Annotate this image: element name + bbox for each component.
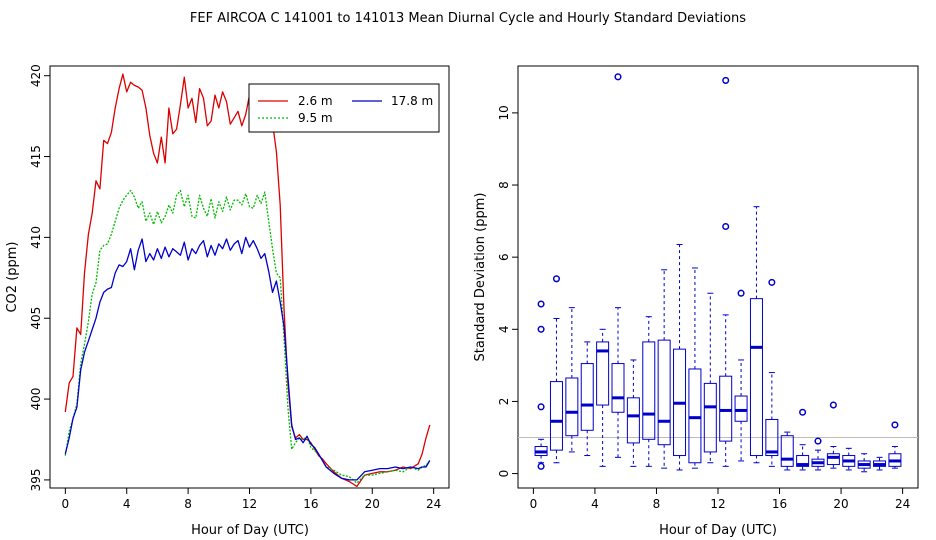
right-x-tick-label-20: 20 <box>833 497 848 511</box>
legend: 2.6 m 9.5 m 17.8 m <box>248 83 440 133</box>
box-hour-4-5 <box>596 341 610 406</box>
box-hour-10-5 <box>688 368 702 464</box>
box-hour-17-5 <box>796 455 810 467</box>
left-x-tick-label-12: 12 <box>242 497 257 511</box>
outlier-hour-0-5-2 <box>537 403 545 411</box>
co2-line-chart: 0 4 8 12 16 20 24 395 400 405 410 415 420 2.6 m 9.5 … <box>5 64 450 538</box>
outlier-hour-0-5-1 <box>537 325 545 333</box>
box-hour-15-5 <box>765 418 779 457</box>
outlier-hour-5-5-0 <box>614 73 622 81</box>
right-y-tick-label-0: 0 <box>497 470 511 478</box>
left-x-tick-label-20: 20 <box>365 497 380 511</box>
box-hour-5-5 <box>611 363 625 413</box>
right-y-tick-label-4: 4 <box>497 325 511 333</box>
outlier-hour-23-5-0 <box>891 421 899 429</box>
right-y-tick-label-6: 6 <box>497 253 511 261</box>
box-hour-14-5 <box>749 298 763 457</box>
right-y-tick-label-10: 10 <box>497 105 511 120</box>
left-y-tick-label-395: 395 <box>29 468 43 491</box>
left-y-tick-label-410: 410 <box>29 226 43 249</box>
left-y-tick-label-400: 400 <box>29 388 43 411</box>
legend-label-17-8m: 17.8 m <box>391 94 433 108</box>
right-x-tick-label-24: 24 <box>895 497 910 511</box>
outlier-hour-19-5-0 <box>829 401 837 409</box>
right-x-tick-label-16: 16 <box>772 497 787 511</box>
box-hour-11-5 <box>703 382 717 453</box>
legend-label-2-6m: 2.6 m <box>298 94 333 108</box>
left-axes: 0 4 8 12 16 20 24 395 400 405 410 415 420 <box>29 64 441 511</box>
box-hour-16-5 <box>780 435 794 467</box>
box-hour-6-5 <box>626 397 640 444</box>
left-x-tick-label-24: 24 <box>426 497 441 511</box>
outlier-hour-1-5-0 <box>552 275 561 283</box>
box-hour-1-5 <box>549 381 563 451</box>
figure-title: FEF AIRCOA C 141001 to 141013 Mean Diurn… <box>190 11 746 26</box>
left-x-tick-label-8: 8 <box>184 497 192 511</box>
outlier-hour-12-5-1 <box>722 222 730 231</box>
outlier-hour-0-5-0 <box>537 300 545 308</box>
box-hour-2-5 <box>565 377 579 437</box>
legend-box <box>248 83 440 133</box>
right-x-tick-label-8: 8 <box>653 497 661 511</box>
left-y-tick-label-405: 405 <box>29 307 43 330</box>
series-line-17-8-m <box>64 236 431 481</box>
left-x-tick-label-16: 16 <box>303 497 318 511</box>
box-hour-13-5 <box>734 395 748 422</box>
outlier-hour-12-5-0 <box>722 76 730 84</box>
box-hour-19-5 <box>826 453 840 466</box>
series-line-9-5-m <box>64 189 431 484</box>
right-y-tick-label-2: 2 <box>497 398 511 406</box>
legend-label-9-5m: 9.5 m <box>298 111 333 125</box>
left-y-tick-label-415: 415 <box>29 145 43 168</box>
outlier-hour-13-5-0 <box>737 289 745 297</box>
outlier-hour-18-5-0 <box>814 437 822 445</box>
left-x-axis-label: Hour of Day (UTC) <box>191 523 309 538</box>
box-hour-3-5 <box>580 363 594 431</box>
series-line-2-6-m <box>64 73 431 488</box>
outlier-hour-15-5-0 <box>768 278 776 286</box>
box-hour-8-5 <box>657 339 671 446</box>
right-y-tick-label-8: 8 <box>497 181 511 189</box>
right-x-tick-label-12: 12 <box>710 497 725 511</box>
left-x-tick-label-4: 4 <box>123 497 131 511</box>
right-y-axis-label: Standard Deviation (ppm) <box>473 193 488 362</box>
box-hour-12-5 <box>719 375 733 442</box>
left-y-tick-label-420: 420 <box>29 64 43 87</box>
left-series-lines <box>64 73 431 488</box>
right-x-tick-label-0: 0 <box>530 497 538 511</box>
outlier-hour-0-5-3 <box>537 462 545 470</box>
left-y-axis-label: CO2 (ppm) <box>5 241 20 312</box>
outlier-hour-17-5-0 <box>799 408 807 416</box>
box-hour-7-5 <box>642 341 656 440</box>
right-x-tick-label-4: 4 <box>591 497 599 511</box>
right-x-axis-label: Hour of Day (UTC) <box>659 523 777 538</box>
left-x-tick-label-0: 0 <box>62 497 70 511</box>
right-boxes <box>518 73 918 473</box>
